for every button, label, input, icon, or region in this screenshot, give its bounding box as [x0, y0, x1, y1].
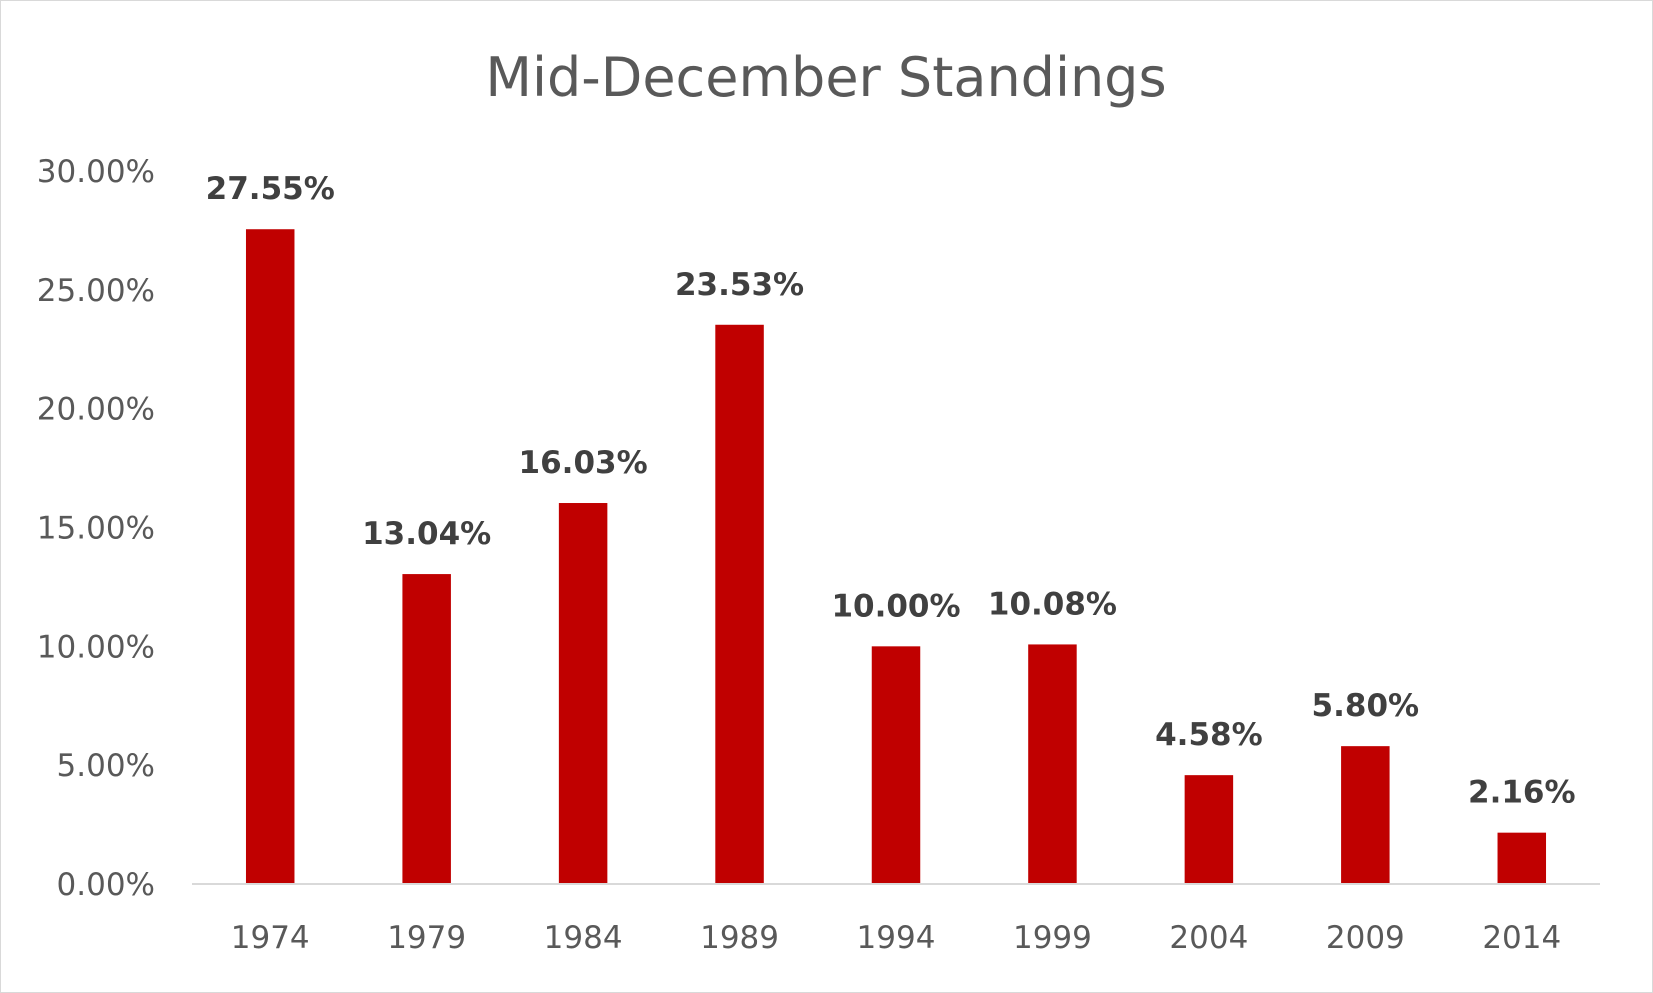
bar-2004 — [1184, 775, 1234, 884]
bar-2009 — [1341, 746, 1390, 884]
x-tick-label: 1994 — [857, 920, 936, 956]
data-label-2009: 5.80% — [1312, 688, 1420, 724]
x-tick-label: 1979 — [387, 920, 466, 956]
data-label-1999: 10.08% — [988, 586, 1117, 622]
x-tick-label: 1989 — [700, 920, 779, 956]
y-tick-label: 30.00% — [37, 154, 155, 190]
bar-1974 — [245, 229, 295, 884]
bar-1984 — [558, 503, 608, 884]
data-label-1974: 27.55% — [206, 171, 335, 207]
x-tick-label: 1999 — [1013, 920, 1092, 956]
bar-1989 — [715, 324, 764, 884]
x-tick-label: 2004 — [1169, 920, 1248, 956]
y-tick-label: 10.00% — [37, 629, 155, 665]
bar-2014 — [1497, 832, 1547, 884]
y-axis: 0.00% 5.00% 10.00% 15.00% 20.00% 25.00% 30.00% — [37, 154, 155, 903]
x-axis: 1974 1979 1984 1989 1994 1999 2004 2009 2014 — [192, 883, 1600, 956]
x-tick-label: 2014 — [1482, 920, 1561, 956]
data-label-2004: 4.58% — [1155, 717, 1263, 753]
x-tick-label: 2009 — [1326, 920, 1405, 956]
x-tick-label: 1984 — [544, 920, 623, 956]
y-tick-label: 0.00% — [57, 867, 155, 903]
data-labels: 27.55% 13.04% 16.03% 23.53% 10.00% 10.08% 4.58… — [206, 171, 1576, 810]
data-label-1989: 23.53% — [675, 267, 804, 303]
y-tick-label: 15.00% — [37, 511, 155, 547]
bar-1979 — [402, 574, 451, 884]
y-tick-label: 20.00% — [37, 392, 155, 428]
data-label-2014: 2.16% — [1468, 775, 1576, 811]
y-tick-label: 25.00% — [37, 273, 155, 309]
x-tick-label: 1974 — [231, 920, 310, 956]
bar-1994 — [871, 646, 921, 884]
y-tick-label: 5.00% — [57, 748, 155, 784]
data-label-1984: 16.03% — [519, 445, 648, 481]
bar-1999 — [1028, 644, 1077, 884]
data-label-1979: 13.04% — [362, 516, 491, 552]
data-label-1994: 10.00% — [831, 588, 960, 624]
chart-title: Mid-December Standings — [485, 46, 1166, 109]
bars — [245, 229, 1547, 884]
